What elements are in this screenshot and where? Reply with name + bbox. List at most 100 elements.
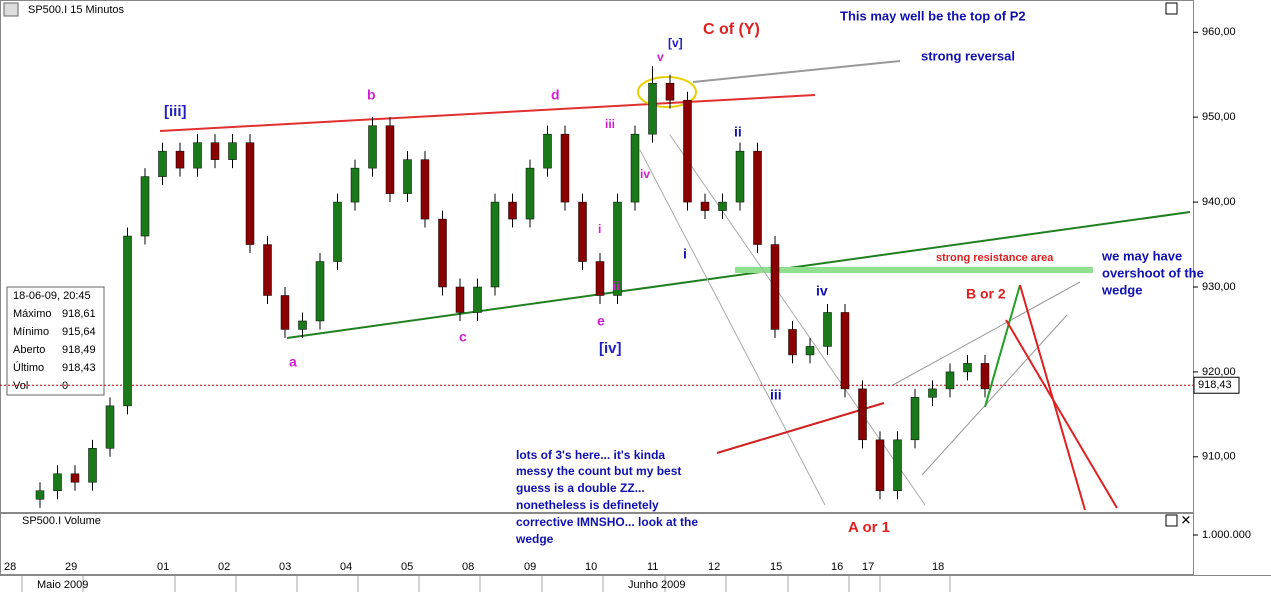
candle-body xyxy=(735,150,745,203)
chart-title[interactable]: SP500.I 15 Minutos xyxy=(28,4,125,16)
month-label: Maio 2009 xyxy=(37,579,88,591)
x-tick-label: 09 xyxy=(524,561,536,573)
annotation: iv xyxy=(640,167,650,181)
y-tick-label: 930,00 xyxy=(1202,281,1236,293)
wedge xyxy=(921,314,1068,476)
trendline xyxy=(692,60,901,83)
x-tick-label: 12 xyxy=(708,561,720,573)
annotation: iv xyxy=(816,283,828,299)
maximize-button[interactable] xyxy=(1165,514,1178,527)
candle-body xyxy=(508,201,517,220)
info-text: 18-06-09, 20:45 xyxy=(13,290,91,302)
candle-body xyxy=(630,133,640,203)
x-tick-label: 11 xyxy=(647,561,658,573)
candle-body xyxy=(210,142,220,160)
candle-body xyxy=(280,295,290,330)
x-tick-label: 16 xyxy=(831,561,843,573)
projection xyxy=(984,284,1021,408)
candle-body xyxy=(105,405,115,449)
annotation: [iv] xyxy=(599,340,622,357)
last-price-box xyxy=(1193,376,1240,394)
candle-body xyxy=(543,133,552,169)
info-text: Máximo xyxy=(13,308,52,320)
candle-body xyxy=(490,201,500,288)
trendline xyxy=(716,402,885,454)
x-tick-label: 02 xyxy=(218,561,230,573)
info-box-frame xyxy=(6,286,105,396)
info-text: Vol xyxy=(13,380,28,392)
candle-body xyxy=(455,286,465,313)
candle-body xyxy=(70,473,80,483)
annotation: i xyxy=(683,246,687,262)
price-panel xyxy=(0,0,1194,513)
candle-body xyxy=(193,142,202,169)
volume-panel xyxy=(0,513,1194,575)
candle-body xyxy=(928,388,937,398)
annotation: iii xyxy=(770,387,782,403)
candle-body xyxy=(700,201,710,211)
annotation: iii xyxy=(605,117,615,131)
candle-body xyxy=(525,167,535,220)
candle-body xyxy=(35,490,45,500)
x-tick-label: 10 xyxy=(585,561,597,573)
candle-body xyxy=(665,82,675,101)
candle-body xyxy=(613,201,622,296)
annotation: [v] xyxy=(668,36,683,50)
candle-body xyxy=(648,82,657,135)
y-tick-label: 950,00 xyxy=(1202,111,1236,123)
annotation: d xyxy=(551,87,560,103)
volume-title: SP500.I Volume xyxy=(22,515,101,527)
annotation: strong reversal xyxy=(921,48,1015,63)
candle-body xyxy=(578,201,587,262)
info-text: 915,64 xyxy=(62,326,96,338)
x-tick-label: 17 xyxy=(862,561,874,573)
candle-body xyxy=(158,150,167,177)
candle-body xyxy=(560,133,570,203)
info-text: Último xyxy=(13,361,44,374)
candle-body xyxy=(718,201,727,211)
candle-body xyxy=(350,167,360,203)
info-box: 18-06-09, 20:45 Máximo 918,61 Mínimo 915,64 A… xyxy=(6,286,105,396)
annotation: a xyxy=(289,354,297,370)
candle-body xyxy=(88,448,97,483)
maximize-button[interactable] xyxy=(1165,2,1178,15)
close-button[interactable]: ✕ xyxy=(1181,512,1192,527)
annotation: c xyxy=(459,329,467,345)
candle-body xyxy=(333,201,342,262)
candle-body xyxy=(368,125,377,169)
x-tick-label: 15 xyxy=(770,561,782,573)
y-tick-label: 940,00 xyxy=(1202,196,1236,208)
y-tick-label: 960,00 xyxy=(1202,26,1236,38)
annotation: nonetheless is definetely xyxy=(516,498,659,512)
annotation: corrective IMNSHO... look at the xyxy=(516,515,698,529)
candle-body xyxy=(315,261,325,322)
candle-body xyxy=(123,235,132,407)
candle-body xyxy=(595,261,605,296)
x-tick-label: 18 xyxy=(932,561,944,573)
candle-body xyxy=(53,473,62,492)
candle-body xyxy=(910,397,920,441)
candle-body xyxy=(893,439,902,492)
annotation: strong resistance area xyxy=(936,252,1054,264)
info-text: 918,49 xyxy=(62,344,96,356)
x-tick-label: 08 xyxy=(462,561,474,573)
symbol-icon xyxy=(3,2,19,17)
candle-body xyxy=(945,371,955,390)
x-tick-label: 29 xyxy=(65,561,77,573)
annotation: i xyxy=(598,222,601,236)
annotation: C of (Y) xyxy=(703,21,760,38)
annotation: wedge xyxy=(515,532,554,546)
annotation: wedge xyxy=(1101,282,1142,297)
candle-body xyxy=(875,439,885,492)
candle-body xyxy=(753,150,762,245)
candle-body xyxy=(298,320,307,330)
x-tick-label: 05 xyxy=(401,561,413,573)
wedge xyxy=(892,281,1081,386)
candle-body xyxy=(473,286,482,313)
y-tick-label: 920,00 xyxy=(1202,366,1236,378)
annotation: B or 2 xyxy=(966,286,1006,302)
projection xyxy=(1005,319,1118,509)
candle-body xyxy=(140,176,150,237)
channel xyxy=(639,149,826,506)
